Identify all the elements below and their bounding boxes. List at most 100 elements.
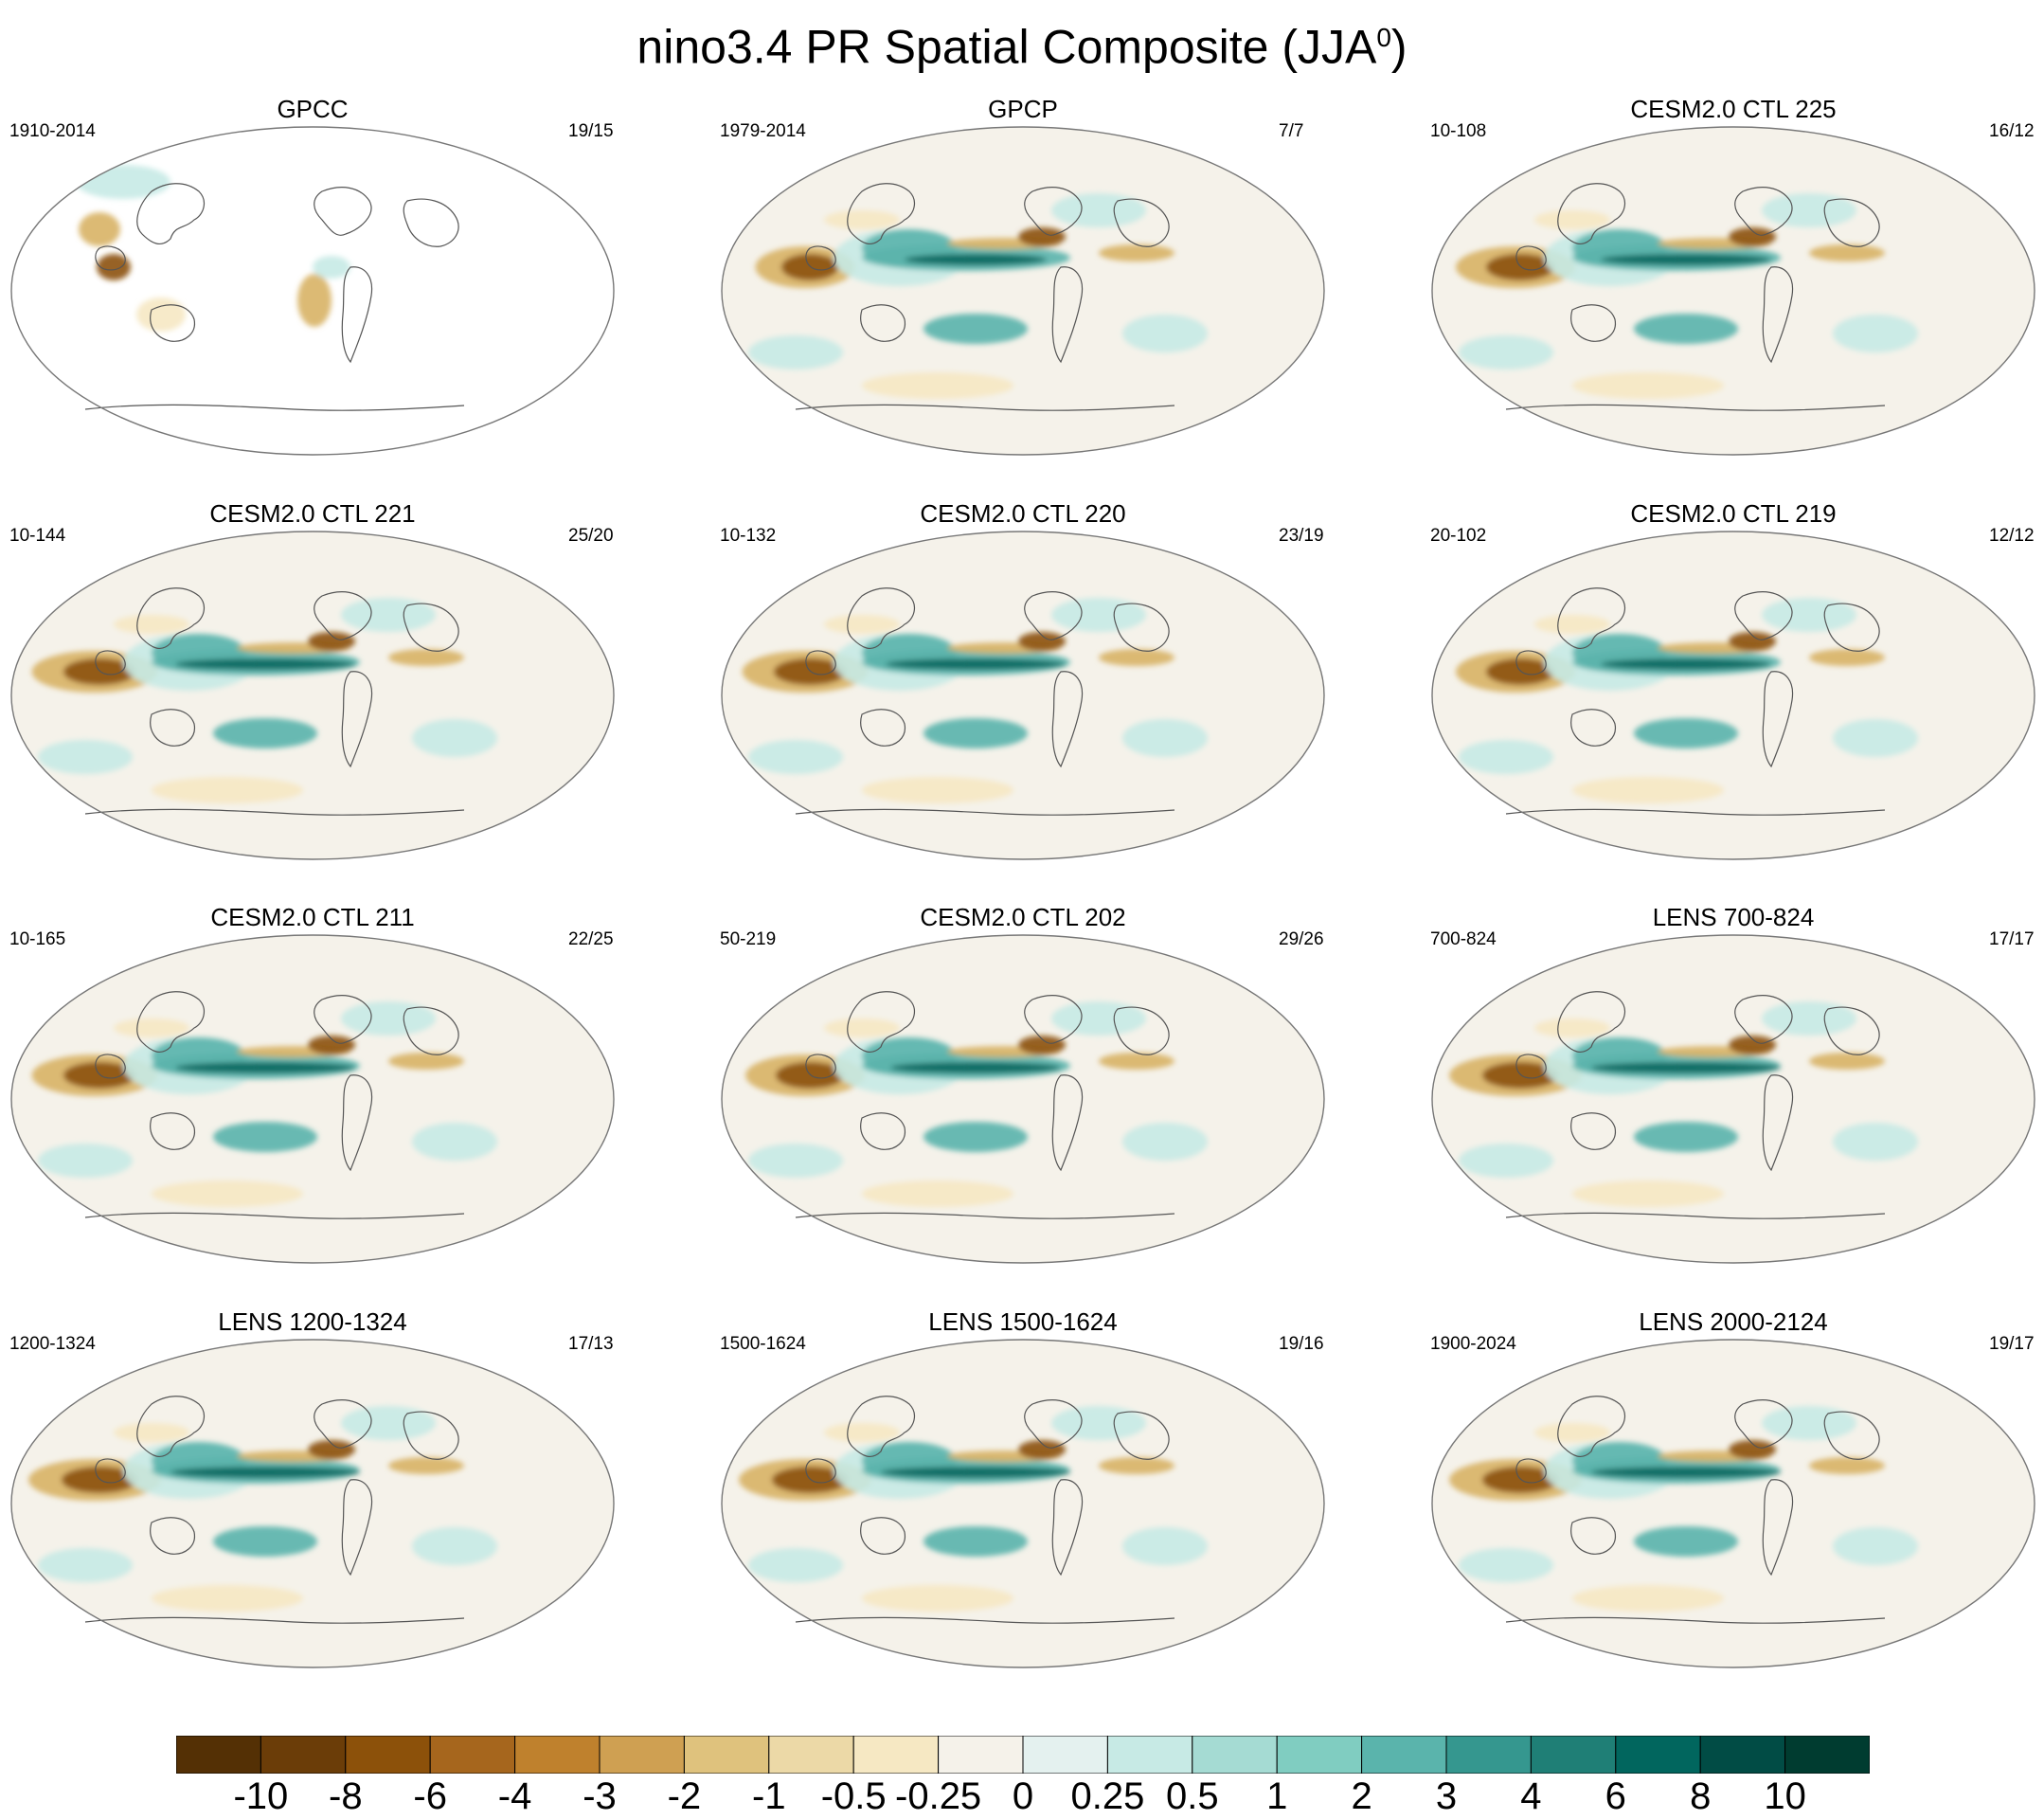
colorbar-tick-label: -10 xyxy=(233,1775,289,1817)
blob-negative xyxy=(297,274,332,327)
world-map xyxy=(1431,126,2035,456)
map-border xyxy=(1431,934,2035,1264)
map-background xyxy=(11,1340,614,1667)
map-background xyxy=(11,532,614,859)
coastline xyxy=(341,266,373,364)
map-border xyxy=(721,934,1325,1264)
panel-period: 20-102 xyxy=(1430,526,1487,546)
blob-positive xyxy=(1051,598,1146,632)
map-panel: CESM2.0 CTL 221 10-144 25/20 xyxy=(9,499,691,878)
blob-negative xyxy=(824,1423,900,1442)
colorbar-swatch xyxy=(176,1736,261,1774)
blob-negative xyxy=(862,372,1013,399)
colorbar-swatch xyxy=(1784,1736,1870,1774)
panel-count: 12/12 xyxy=(1989,526,2035,546)
panel-title: LENS 1200-1324 xyxy=(218,1307,407,1336)
coastline xyxy=(95,1458,126,1484)
coastline xyxy=(150,304,196,342)
coastline xyxy=(1734,591,1793,640)
blob-positive xyxy=(1459,1144,1553,1178)
panel-title: CESM2.0 CTL 202 xyxy=(920,903,1126,931)
world-map xyxy=(10,1339,615,1668)
map-panel: LENS 700-824 700-824 17/17 xyxy=(1430,903,2044,1282)
blob-negative xyxy=(1018,1440,1066,1459)
map-background xyxy=(722,127,1324,455)
coastline xyxy=(403,1411,459,1460)
blob-positive xyxy=(1122,315,1208,352)
coastline xyxy=(1734,187,1793,236)
blob-positive xyxy=(1762,1001,1856,1036)
coastline xyxy=(136,991,206,1054)
coastline xyxy=(1762,1479,1794,1577)
blob-negative xyxy=(1099,649,1174,666)
panel-period: 700-824 xyxy=(1430,929,1497,949)
blob-negative xyxy=(1729,1440,1776,1459)
map-border xyxy=(1431,1339,2035,1668)
blob-positive xyxy=(341,1406,436,1440)
colorbar-swatch xyxy=(599,1736,685,1774)
blob-positive xyxy=(905,254,1047,265)
coastline xyxy=(1734,1399,1793,1449)
blob-negative xyxy=(1809,649,1885,666)
colorbar-tick-label: 0.5 xyxy=(1165,1775,1219,1817)
blob-negative xyxy=(1099,244,1174,261)
blob-negative xyxy=(1018,632,1066,651)
world-map xyxy=(10,531,615,860)
map-panel: CESM2.0 CTL 220 10-132 23/19 xyxy=(720,499,1402,878)
blob-negative xyxy=(114,1423,189,1442)
panel-period: 10-108 xyxy=(1430,121,1487,141)
colorbar-swatch xyxy=(1530,1736,1617,1774)
panel-period: 1900-2024 xyxy=(1430,1334,1516,1354)
coastline xyxy=(1051,1479,1084,1577)
blob-negative xyxy=(1018,227,1066,246)
panel-title: GPCC xyxy=(277,95,349,123)
colorbar-tick-label: -8 xyxy=(329,1775,363,1817)
panel-count: 22/25 xyxy=(568,929,614,949)
blob-negative xyxy=(308,632,355,651)
colorbar-tick-label: 4 xyxy=(1520,1775,1542,1817)
blob-negative xyxy=(1482,1062,1558,1089)
map-background xyxy=(722,1340,1324,1667)
blob-positive xyxy=(412,719,497,757)
map-background xyxy=(1432,532,2035,859)
coastline xyxy=(860,1517,906,1555)
blob-negative xyxy=(1534,1018,1610,1037)
coastline xyxy=(136,183,206,245)
colorbar-tick-label: -0.25 xyxy=(895,1775,982,1817)
panel-period: 10-144 xyxy=(9,526,66,546)
panel-title: CESM2.0 CTL 211 xyxy=(210,903,415,931)
blob-positive xyxy=(1634,718,1738,748)
colorbar-tick-label: -6 xyxy=(413,1775,447,1817)
colorbar-swatch xyxy=(1192,1736,1278,1774)
world-map xyxy=(10,126,615,456)
coastline xyxy=(1570,304,1617,342)
map-border xyxy=(10,934,615,1264)
blob-negative xyxy=(114,1018,189,1037)
map-panel: LENS 1500-1624 1500-1624 19/16 xyxy=(720,1307,1402,1686)
coastline xyxy=(150,1517,196,1555)
coastline xyxy=(1505,404,1886,411)
coastline xyxy=(314,995,372,1044)
colorbar-tick-label: 0.25 xyxy=(1070,1775,1145,1817)
blob-negative xyxy=(1534,210,1610,229)
colorbar-tick-label: 6 xyxy=(1605,1775,1626,1817)
coastline xyxy=(847,183,916,245)
map-border xyxy=(1431,531,2035,860)
coastline xyxy=(1113,603,1170,652)
blob-positive xyxy=(1601,658,1771,670)
coastline xyxy=(1762,266,1794,364)
blob-positive xyxy=(175,658,355,670)
colorbar-tick-label: 2 xyxy=(1351,1775,1372,1817)
chart-title: nino3.4 PR Spatial Composite (JJA0) xyxy=(637,20,1407,74)
blob-negative xyxy=(1809,1457,1885,1474)
map-background xyxy=(1432,1340,2035,1667)
blob-negative xyxy=(862,777,1013,803)
coastline xyxy=(136,587,206,650)
colorbar-swatch xyxy=(1276,1736,1363,1774)
coastline xyxy=(1823,198,1880,247)
panel-period: 10-132 xyxy=(720,526,777,546)
coastline xyxy=(1557,587,1626,650)
coastline xyxy=(1515,1458,1547,1484)
blob-positive xyxy=(923,1526,1028,1557)
blob-positive xyxy=(1591,1062,1781,1073)
